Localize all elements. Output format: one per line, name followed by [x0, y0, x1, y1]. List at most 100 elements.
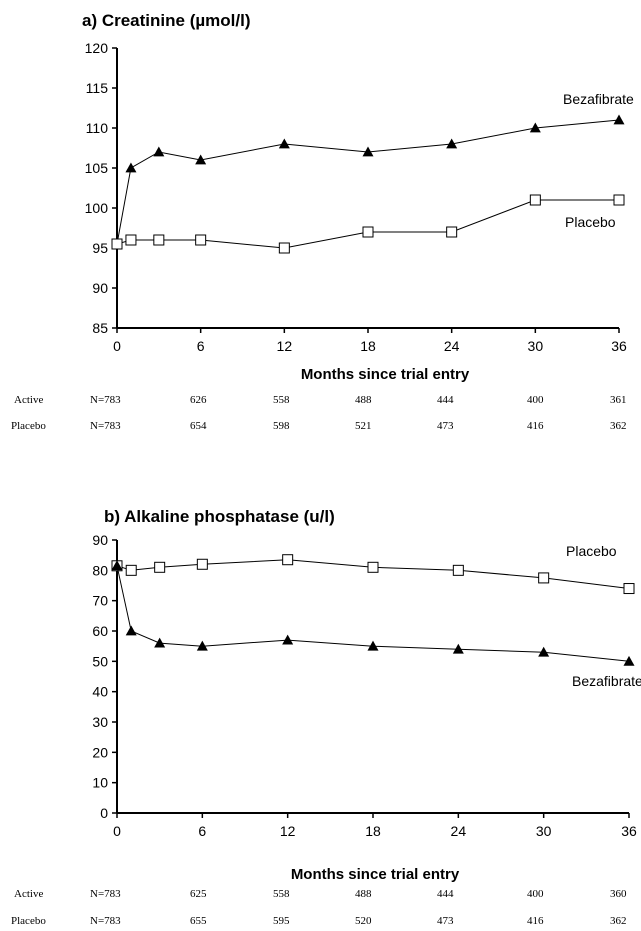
chart-a-title: a) Creatinine (µmol/l): [82, 11, 250, 30]
chart-b-series-placebo-point: [196, 558, 208, 570]
chart-a-series-placebo-point: [446, 226, 458, 238]
chart-b-n-active-2: 558: [273, 888, 290, 900]
chart-b-series-bezafibrate-point: [452, 643, 464, 654]
chart-b-y-tick-label: 30: [92, 714, 108, 730]
chart-b-n-placebo-4: 473: [437, 915, 454, 927]
chart-a-y-tick-label: 95: [92, 240, 108, 256]
chart-a-series-placebo-point: [195, 234, 207, 246]
chart-a-x-tick-label: 6: [197, 338, 205, 354]
chart-a-label-placebo: Placebo: [565, 214, 616, 230]
chart-a-series-bezafibrate-point: [278, 138, 290, 149]
chart-b-series-placebo-point: [538, 572, 550, 584]
chart-a-series-placebo-point: [613, 194, 625, 206]
chart-b-y-tick-label: 10: [92, 775, 108, 791]
chart-a-series-placebo-line: [116, 199, 619, 249]
chart-a-n-placebo-4: 473: [437, 420, 454, 432]
chart-b-series-bezafibrate-point: [196, 640, 208, 651]
chart-b-y-tick-label: 20: [92, 744, 108, 760]
chart-b-y-tick-label: 90: [92, 532, 108, 548]
chart-a-n-placebo-3: 521: [355, 420, 372, 432]
chart-b-series-bezafibrate-point: [538, 646, 550, 657]
chart-b-n-placebo-6: 362: [610, 915, 627, 927]
chart-b-n-active-6: 360: [610, 888, 627, 900]
chart-a-series-bezafibrate-point: [529, 122, 541, 133]
chart-a-n-placebo-0: N=783: [90, 420, 121, 432]
chart-b-x-tick-label: 12: [280, 823, 296, 839]
chart-a-y-tick-label: 115: [86, 80, 109, 96]
chart-a-series-placebo-point: [362, 226, 374, 238]
chart-b-n-placebo-5: 416: [527, 915, 544, 927]
chart-b-y-tick-label: 80: [92, 562, 108, 578]
chart-a-n-active-4: 444: [437, 394, 454, 406]
chart-a-series-placebo-point: [125, 234, 137, 246]
chart-b-x-tick-label: 24: [451, 823, 467, 839]
chart-b-series-bezafibrate-point: [125, 625, 137, 636]
chart-b-x-tick-label: 30: [536, 823, 552, 839]
chart-b-x-tick-label: 18: [365, 823, 381, 839]
chart-b-n-placebo-1: 655: [190, 915, 207, 927]
chart-a-x-tick-label: 36: [611, 338, 627, 354]
chart-a-y-tick-label: 110: [86, 120, 109, 136]
chart-b-y-tick-label: 40: [92, 684, 108, 700]
chart-b-n-placebo-3: 520: [355, 915, 372, 927]
chart-a-n-active-0: N=783: [90, 394, 121, 406]
chart-b-series-placebo-point: [623, 583, 635, 595]
chart-b-y-tick-label: 60: [92, 623, 108, 639]
chart-b-series-bezafibrate-point: [154, 637, 166, 648]
chart-b-n-active-0: N=783: [90, 888, 121, 900]
chart-b-x-tick-label: 0: [113, 823, 121, 839]
chart-a-xlabel: Months since trial entry: [301, 366, 470, 383]
chart-b-series-placebo-point: [154, 561, 166, 573]
chart-a-y-tick-label: 100: [85, 200, 109, 216]
chart-a-x-tick-label: 24: [444, 338, 460, 354]
chart-b-y-tick-label: 0: [100, 805, 108, 821]
chart-a-series-bezafibrate-point: [362, 146, 374, 157]
chart-b-series-placebo-point: [282, 554, 294, 566]
chart-a-x-tick-label: 18: [360, 338, 376, 354]
chart-b-n-table: Active N=783 625 558 488 444 400 360 Pla…: [11, 888, 627, 927]
chart-a-n-placebo-2: 598: [273, 420, 290, 432]
chart-b-series-bezafibrate-point: [367, 640, 379, 651]
chart-a-series-bezafibrate-point: [153, 146, 165, 157]
chart-b-x-tick-label: 36: [621, 823, 637, 839]
chart-b-n-active-5: 400: [527, 888, 544, 900]
chart-b-y-tick-label: 50: [92, 653, 108, 669]
chart-a-n-row-label-placebo: Placebo: [11, 420, 46, 432]
chart-b-n-active-1: 625: [190, 888, 207, 900]
chart-a-y-tick-label: 105: [85, 160, 109, 176]
chart-a-series-bezafibrate-point: [613, 114, 625, 125]
chart-a-n-active-1: 626: [190, 394, 207, 406]
chart-a-series-bezafibrate-line: [116, 119, 620, 245]
chart-b-series-bezafibrate-point: [623, 655, 635, 666]
chart-a-n-placebo-5: 416: [527, 420, 544, 432]
chart-b-series-placebo-point: [125, 564, 137, 576]
chart-a-y-tick-label: 90: [92, 280, 108, 296]
chart-a-n-row-label-active: Active: [14, 394, 43, 406]
chart-a-y-tick-label: 120: [85, 40, 109, 56]
chart-a-series-placebo-point: [153, 234, 165, 246]
chart-b-n-row-label-active: Active: [14, 888, 43, 900]
chart-b-title: b) Alkaline phosphatase (u/l): [104, 507, 335, 526]
chart-a-series-bezafibrate-point: [446, 138, 458, 149]
chart-b-series-placebo-point: [367, 561, 379, 573]
chart-b-plot: 0 10 20 30 40 50 60 70 80 90 0 6 12 18 24 30 36: [92, 532, 637, 839]
chart-a-n-table: Active N=783 626 558 488 444 400 361 Pla…: [11, 394, 627, 432]
chart-a-x-tick-label: 30: [528, 338, 544, 354]
chart-b-y-tick-label: 70: [92, 593, 108, 609]
chart-a-series-bezafibrate-point: [195, 154, 207, 165]
chart-a-n-active-3: 488: [355, 394, 372, 406]
chart-b-label-bezafibrate: Bezafibrate: [572, 673, 641, 689]
chart-a-n-active-5: 400: [527, 394, 544, 406]
chart-b-x-tick-label: 6: [198, 823, 206, 839]
chart-b-series-bezafibrate-point: [282, 634, 294, 645]
chart-a-n-placebo-6: 362: [610, 420, 627, 432]
chart-b-n-row-label-placebo: Placebo: [11, 915, 46, 927]
chart-a-plot: 85 90 95 100 105 110 115 120 0 6 12 18 24 30 36: [85, 40, 627, 354]
chart-b-series-bezafibrate-point: [111, 560, 123, 571]
chart-a-x-tick-label: 12: [277, 338, 293, 354]
chart-b-n-active-3: 488: [355, 888, 372, 900]
chart-b-n-placebo-0: N=783: [90, 915, 121, 927]
chart-a-series-placebo-point: [278, 242, 290, 254]
chart-b-series-placebo-point: [452, 564, 464, 576]
